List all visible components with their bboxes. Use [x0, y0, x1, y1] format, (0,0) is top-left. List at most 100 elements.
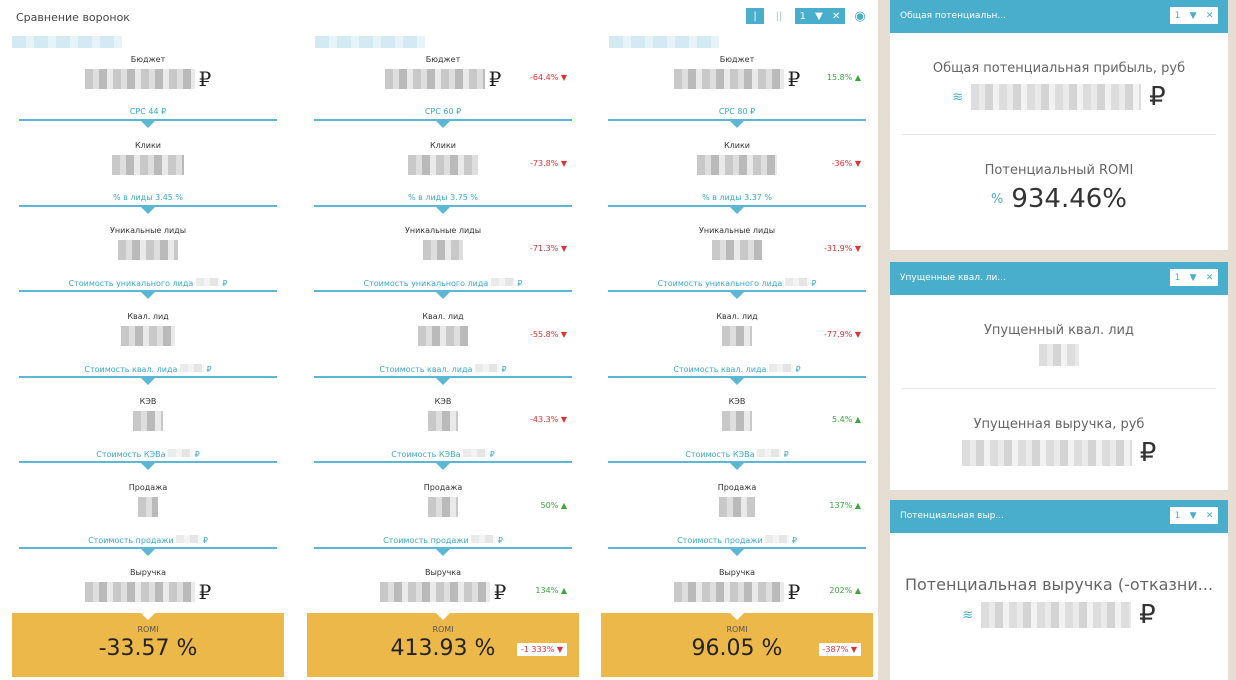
conversion-link[interactable]: Стоимость квал. лида ₽ [12, 363, 284, 374]
change-indicator: 137% ▲ [829, 500, 861, 510]
currency-symbol: ₽ [1139, 600, 1156, 630]
filter-count: 1 [1174, 10, 1181, 21]
conversion-link[interactable]: Стоимость продажи ₽ [12, 534, 284, 545]
currency-symbol: ₽ [501, 364, 507, 374]
conversion-link[interactable]: % в лиды 3.37 % [601, 193, 873, 202]
blurred-value [981, 602, 1132, 628]
currency-symbol: ₽ [791, 535, 797, 545]
metric-label: Общая потенциальная прибыль, руб [932, 61, 1186, 76]
conversion-link[interactable]: % в лиды 3.75 % [307, 193, 579, 202]
divider [314, 290, 572, 292]
funnel-stage: Выручка ₽202% ▲ [601, 568, 873, 604]
metric: Потенциальный ROMI% 934.46% [890, 135, 1228, 236]
filter-button[interactable]: 1 ▼ ✕ [1170, 7, 1218, 24]
conversion-link[interactable]: % в лиды 3.45 % [12, 193, 284, 202]
funnel-icon: ▼ [815, 10, 823, 22]
funnel-icon: ▼ [1189, 272, 1197, 283]
blurred-value [384, 69, 485, 89]
close-icon[interactable]: ✕ [1205, 272, 1214, 283]
stage-value [307, 153, 579, 177]
divider [608, 461, 866, 463]
conversion-label: Стоимость уникального лида [68, 279, 194, 288]
close-icon[interactable]: ✕ [1205, 10, 1214, 21]
blurred-value [673, 582, 784, 602]
conversion-label: Стоимость уникального лида [657, 279, 783, 288]
stage-value [601, 153, 873, 177]
romi-label: ROMI [726, 625, 748, 634]
conversion-link[interactable]: Стоимость уникального лида ₽ [601, 278, 873, 288]
metric: Упущенный квал. лид [890, 295, 1228, 388]
stage-value: ₽ [601, 67, 873, 91]
currency-symbol: ₽ [787, 67, 801, 91]
conversion-link[interactable]: Стоимость продажи ₽ [307, 534, 579, 545]
arrow-down-icon [436, 548, 450, 556]
conversion-link[interactable]: Стоимость уникального лида ₽ [12, 278, 284, 288]
blurred-value [118, 240, 178, 260]
funnel-stage: Клики [12, 141, 284, 177]
blurred-value [768, 363, 793, 372]
currency-symbol: ₽ [194, 450, 200, 459]
filter-button[interactable]: 1 ▼ ✕ [1170, 269, 1218, 286]
funnel-stage: КЭВ -43.3% ▼ [307, 397, 579, 433]
divider [902, 388, 1216, 389]
filter-button[interactable]: 1 ▼ ✕ [795, 8, 845, 24]
blurred-value [133, 411, 163, 431]
blurred-value [1039, 344, 1079, 366]
funnel-stage: Бюджет ₽ [12, 55, 284, 91]
stage-label: Продажа [423, 482, 463, 492]
arrow-down-icon [141, 463, 155, 470]
conversion-link[interactable]: CPC 80 ₽ [601, 107, 873, 116]
metric-value: % 934.46% [890, 184, 1228, 214]
eye-icon[interactable]: ◉ [854, 8, 866, 24]
filter-count: 1 [1174, 510, 1181, 521]
currency-symbol: ₽ [787, 580, 801, 604]
conversion-link[interactable]: CPC 44 ₽ [12, 107, 284, 116]
change-indicator: -77.9% ▼ [824, 329, 861, 339]
stage-value [12, 153, 284, 177]
conversion-link[interactable]: Стоимость продажи ₽ [601, 534, 873, 545]
stage-label: КЭВ [434, 397, 452, 406]
stage-value: ₽ [12, 580, 284, 604]
funnel-comparison-widget: Сравнение воронок | || 1 ▼ ✕ ◉ Бюджет ₽ CP… [0, 0, 878, 680]
panel-header: Общая потенциальн... 1 ▼ ✕ [890, 0, 1228, 33]
conversion-link[interactable]: Стоимость квал. лида ₽ [601, 363, 873, 374]
conversion-link[interactable]: Стоимость уникального лида ₽ [307, 278, 579, 288]
conversion-link[interactable]: Стоимость квал. лида ₽ [307, 363, 579, 374]
currency-symbol: ₽ [198, 67, 212, 91]
funnel-stage: КЭВ 5.4% ▲ [601, 397, 873, 433]
change-indicator: -73.8% ▼ [530, 158, 567, 168]
blurred-value [765, 534, 790, 543]
metric-label: Упущенная выручка, руб [973, 417, 1145, 432]
close-icon[interactable]: ✕ [832, 10, 841, 22]
conversion-link[interactable]: Стоимость КЭВа ₽ [307, 449, 579, 459]
metric-label: Потенциальная выручка (-отказни... [904, 575, 1214, 594]
stage-label: Продажа [717, 482, 757, 492]
blurred-value [195, 278, 220, 286]
blurred-value [697, 154, 777, 175]
divider [19, 204, 277, 207]
funnel-column: Бюджет ₽ CPC 44 ₽ Клики % в лиды 3.45 % Уника… [12, 0, 284, 680]
blurred-value [428, 496, 458, 517]
currency-symbol: ₽ [795, 364, 801, 374]
conversion-label: % в лиды 3.37 % [701, 192, 773, 202]
close-icon[interactable]: ✕ [1205, 510, 1214, 521]
single-view-button[interactable]: | [746, 8, 764, 24]
stage-value [601, 324, 873, 348]
double-view-button[interactable]: || [775, 10, 783, 22]
filter-button[interactable]: 1 ▼ ✕ [1170, 507, 1218, 524]
panel-header: Потенциальная выр... 1 ▼ ✕ [890, 500, 1228, 533]
funnel-stage: Клики -36% ▼ [601, 141, 873, 177]
conversion-link[interactable]: Стоимость КЭВа ₽ [12, 449, 284, 459]
stage-value [601, 409, 873, 433]
conversion-link[interactable]: CPC 60 ₽ [307, 107, 579, 116]
divider [314, 461, 572, 463]
stage-value [307, 495, 579, 519]
stage-label: Выручка [424, 568, 462, 577]
change-indicator: 15.8% ▲ [826, 73, 861, 82]
blurred-value [463, 449, 488, 457]
conversion-label: Стоимость квал. лида [379, 364, 473, 374]
change-indicator: -64.4% ▼ [530, 73, 567, 82]
stage-label: Уникальные лиды [109, 226, 187, 235]
conversion-label: Стоимость квал. лида [673, 364, 767, 374]
conversion-link[interactable]: Стоимость КЭВа ₽ [601, 449, 873, 459]
